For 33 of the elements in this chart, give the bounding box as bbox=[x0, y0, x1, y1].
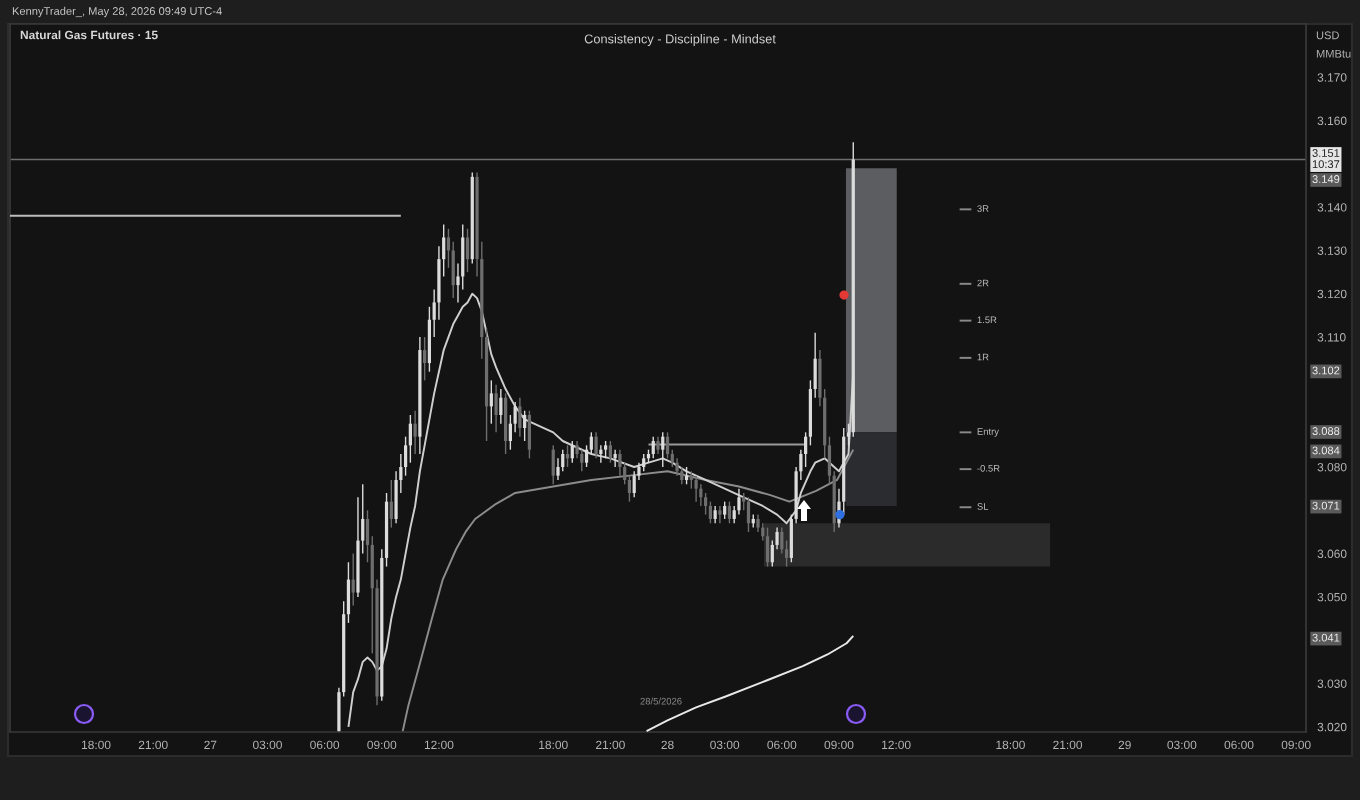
candlestick bbox=[570, 440, 574, 464]
candlestick bbox=[413, 409, 417, 455]
candlestick bbox=[661, 431, 665, 468]
candlestick bbox=[665, 431, 670, 460]
candlestick bbox=[594, 431, 598, 460]
candlestick bbox=[708, 500, 713, 524]
candlestick bbox=[556, 457, 560, 481]
candlestick bbox=[423, 336, 427, 382]
candlestick bbox=[632, 470, 636, 498]
candlestick bbox=[651, 435, 655, 460]
candlestick bbox=[580, 448, 584, 473]
candlestick bbox=[499, 388, 503, 425]
candlestick bbox=[518, 397, 522, 438]
candlestick bbox=[746, 496, 751, 533]
candlestick bbox=[561, 448, 565, 473]
candlestick bbox=[523, 409, 527, 442]
candlestick bbox=[737, 487, 741, 516]
candlestick bbox=[694, 474, 698, 503]
candlestick bbox=[718, 505, 722, 524]
candlestick bbox=[704, 492, 708, 516]
candlestick bbox=[389, 479, 393, 529]
candlestick bbox=[489, 379, 493, 425]
candlestick bbox=[727, 500, 732, 524]
candlestick bbox=[618, 448, 622, 477]
candlestick bbox=[551, 444, 555, 486]
line-series bbox=[347, 292, 855, 728]
candlestick bbox=[503, 392, 508, 455]
candlestick bbox=[527, 409, 532, 460]
candlestick bbox=[608, 440, 612, 464]
candlestick bbox=[494, 384, 498, 434]
candlestick bbox=[765, 526, 770, 568]
candlestick bbox=[351, 552, 355, 607]
candlestick bbox=[465, 228, 470, 273]
